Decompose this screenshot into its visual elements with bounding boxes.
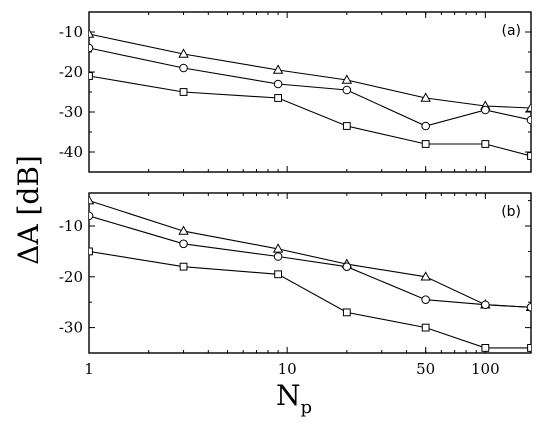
data-point-triangle bbox=[525, 102, 531, 112]
data-point-square bbox=[274, 94, 282, 102]
data-point-circle bbox=[421, 121, 430, 131]
series-line-triangle bbox=[89, 200, 531, 308]
data-point-circle bbox=[481, 105, 490, 115]
data-point-square bbox=[89, 247, 93, 256]
data-point-circle bbox=[179, 239, 188, 249]
y-tick-label: -20 bbox=[59, 268, 83, 286]
panel-a: -10 -20 -30 -40 (a) bbox=[59, 11, 532, 173]
plot-area-b bbox=[89, 195, 531, 352]
data-point-square bbox=[421, 323, 430, 332]
data-point-square bbox=[527, 344, 531, 352]
y-tick-label: -20 bbox=[59, 63, 83, 81]
data-point-triangle bbox=[89, 28, 95, 38]
y-tick-label: -10 bbox=[59, 217, 83, 235]
y-tick-label: -30 bbox=[59, 319, 83, 337]
data-point-circle bbox=[89, 211, 94, 221]
series-line-square bbox=[89, 250, 531, 349]
y-tick-label: -40 bbox=[59, 143, 83, 161]
data-point-circle bbox=[481, 300, 490, 310]
x-tick-label: 10 bbox=[278, 360, 297, 378]
x-axis-title-main: N bbox=[276, 379, 301, 412]
x-tick-label: 100 bbox=[471, 360, 500, 378]
plot-frame-b bbox=[88, 192, 532, 354]
data-point-square bbox=[421, 140, 430, 148]
plot-frame-a bbox=[88, 11, 532, 173]
data-point-circle bbox=[89, 43, 94, 53]
data-point-square bbox=[342, 122, 351, 130]
data-point-triangle bbox=[341, 74, 353, 84]
plot-area-a bbox=[89, 28, 531, 160]
data-point-square bbox=[179, 262, 188, 271]
data-point-square bbox=[274, 270, 282, 279]
y-axis-title: ΔA [dB] bbox=[12, 155, 45, 265]
data-point-circle bbox=[273, 252, 283, 261]
data-point-square bbox=[89, 72, 93, 80]
y-tick-label: -10 bbox=[59, 23, 83, 41]
data-point-triangle bbox=[420, 92, 431, 102]
data-point-square bbox=[527, 152, 531, 160]
y-tick-label: -30 bbox=[59, 103, 83, 121]
data-point-circle bbox=[342, 262, 352, 271]
data-point-triangle bbox=[420, 271, 431, 281]
data-point-square bbox=[481, 344, 490, 352]
series-line-triangle bbox=[89, 33, 531, 109]
data-point-triangle bbox=[272, 243, 284, 253]
data-point-circle bbox=[421, 295, 430, 304]
panel-label: (b) bbox=[501, 204, 521, 220]
data-point-triangle bbox=[178, 48, 189, 58]
x-axis-title-subscript: p bbox=[300, 397, 312, 418]
data-point-square bbox=[179, 88, 188, 96]
data-point-square bbox=[481, 140, 490, 148]
x-tick-label: 50 bbox=[416, 360, 435, 378]
data-point-circle bbox=[526, 302, 531, 312]
x-tick-label: 1 bbox=[84, 360, 94, 378]
data-point-circle bbox=[526, 115, 531, 125]
x-axis-title: Np bbox=[276, 379, 312, 418]
data-point-triangle bbox=[89, 195, 95, 205]
panel-b: 1 10 50 100 -10 -20 -30 (b) bbox=[59, 192, 532, 378]
data-point-circle bbox=[179, 63, 188, 73]
data-point-circle bbox=[342, 85, 352, 95]
panel-label: (a) bbox=[501, 23, 521, 39]
data-point-triangle bbox=[178, 225, 189, 235]
data-point-circle bbox=[273, 79, 283, 89]
data-point-triangle bbox=[272, 64, 284, 74]
data-point-square bbox=[342, 308, 351, 317]
